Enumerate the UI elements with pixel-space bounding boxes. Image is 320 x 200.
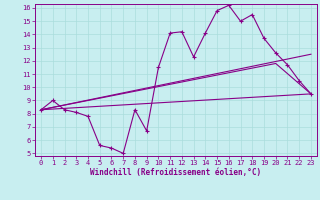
X-axis label: Windchill (Refroidissement éolien,°C): Windchill (Refroidissement éolien,°C) xyxy=(91,168,261,177)
